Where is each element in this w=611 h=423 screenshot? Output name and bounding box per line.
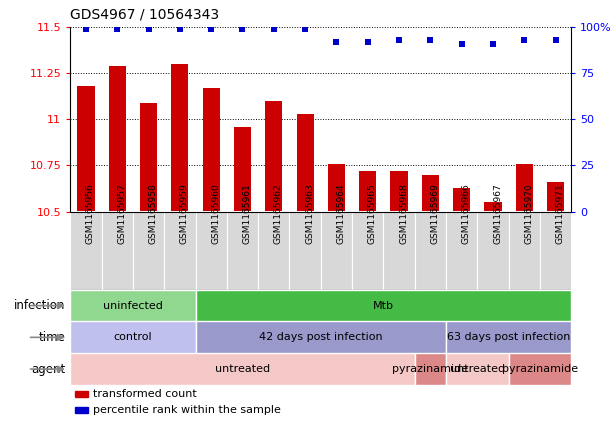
Text: pyrazinamide: pyrazinamide (502, 364, 578, 374)
Bar (75, 391, 88, 397)
Text: GSM1165969: GSM1165969 (430, 184, 439, 244)
Bar (196, 290, 571, 321)
Text: GSM1165961: GSM1165961 (243, 184, 252, 244)
Text: untreated: untreated (215, 364, 270, 374)
Bar (78, 86, 95, 212)
Text: GSM1165957: GSM1165957 (117, 184, 126, 244)
Bar (265, 101, 282, 212)
Bar (258, 212, 290, 290)
Point (519, 37, 529, 44)
Bar (422, 175, 439, 212)
Text: transformed count: transformed count (93, 389, 197, 399)
Point (457, 41, 467, 47)
Bar (203, 88, 220, 212)
Text: GSM1165965: GSM1165965 (368, 184, 377, 244)
Text: control: control (114, 332, 152, 342)
Bar (109, 66, 126, 212)
Bar (509, 353, 571, 385)
Bar (477, 212, 509, 290)
Bar (516, 164, 533, 212)
Text: GSM1165964: GSM1165964 (337, 184, 345, 244)
Bar (70, 290, 196, 321)
Bar (140, 103, 157, 212)
Bar (390, 171, 408, 212)
Text: percentile rank within the sample: percentile rank within the sample (93, 405, 280, 415)
Text: time: time (38, 331, 65, 344)
Bar (196, 321, 446, 353)
Text: GSM1165956: GSM1165956 (86, 184, 95, 244)
Bar (290, 212, 321, 290)
Point (551, 37, 560, 44)
Bar (133, 212, 164, 290)
Bar (70, 353, 415, 385)
Text: uninfected: uninfected (103, 301, 163, 310)
Bar (164, 212, 196, 290)
Point (112, 26, 122, 33)
Bar (509, 212, 540, 290)
Text: GSM1165966: GSM1165966 (462, 184, 470, 244)
Text: untreated: untreated (450, 364, 505, 374)
Bar (227, 212, 258, 290)
Bar (328, 164, 345, 212)
Bar (359, 171, 376, 212)
Point (238, 26, 247, 33)
Bar (453, 187, 470, 212)
Bar (415, 353, 446, 385)
Point (300, 26, 310, 33)
Text: GSM1165963: GSM1165963 (305, 184, 314, 244)
Point (269, 26, 279, 33)
Bar (446, 321, 571, 353)
Point (144, 26, 153, 33)
Text: GSM1165958: GSM1165958 (148, 184, 158, 244)
Text: infection: infection (14, 299, 65, 312)
Text: GSM1165962: GSM1165962 (274, 184, 283, 244)
Point (207, 26, 216, 33)
Point (81, 26, 91, 33)
Bar (296, 114, 313, 212)
Bar (171, 64, 188, 211)
Point (175, 26, 185, 33)
Text: 63 days post infection: 63 days post infection (447, 332, 570, 342)
Bar (352, 212, 384, 290)
Point (332, 39, 342, 46)
Text: GSM1165960: GSM1165960 (211, 184, 220, 244)
Bar (321, 212, 352, 290)
Text: agent: agent (31, 363, 65, 376)
Text: GSM1165970: GSM1165970 (524, 184, 533, 244)
Bar (234, 127, 251, 212)
Bar (196, 212, 227, 290)
Text: pyrazinamide: pyrazinamide (392, 364, 469, 374)
Bar (101, 212, 133, 290)
Text: Mtb: Mtb (373, 301, 394, 310)
Point (394, 37, 404, 44)
Text: GSM1165968: GSM1165968 (399, 184, 408, 244)
Bar (70, 212, 101, 290)
Bar (75, 407, 88, 413)
Bar (485, 202, 502, 212)
Text: GSM1165971: GSM1165971 (555, 184, 565, 244)
Bar (446, 212, 477, 290)
Text: 42 days post infection: 42 days post infection (259, 332, 382, 342)
Bar (547, 182, 564, 212)
Bar (540, 212, 571, 290)
Text: GSM1165967: GSM1165967 (493, 184, 502, 244)
Bar (446, 353, 509, 385)
Bar (384, 212, 415, 290)
Bar (70, 321, 196, 353)
Point (488, 41, 498, 47)
Point (363, 39, 373, 46)
Bar (415, 212, 446, 290)
Text: GSM1165959: GSM1165959 (180, 184, 189, 244)
Point (425, 37, 435, 44)
Text: GDS4967 / 10564343: GDS4967 / 10564343 (70, 8, 219, 22)
